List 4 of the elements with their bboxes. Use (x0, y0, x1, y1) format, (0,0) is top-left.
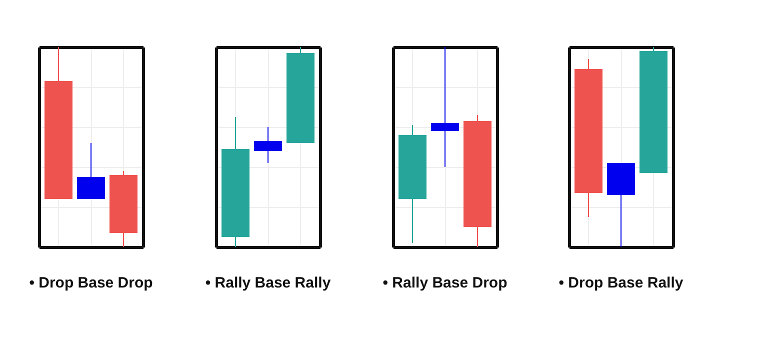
text: • Drop Base Rally (558, 274, 684, 292)
text: • Drop Base Drop (29, 274, 153, 292)
text: • Rally Base Drop (382, 274, 508, 292)
text: • Rally Base Rally (205, 274, 332, 292)
